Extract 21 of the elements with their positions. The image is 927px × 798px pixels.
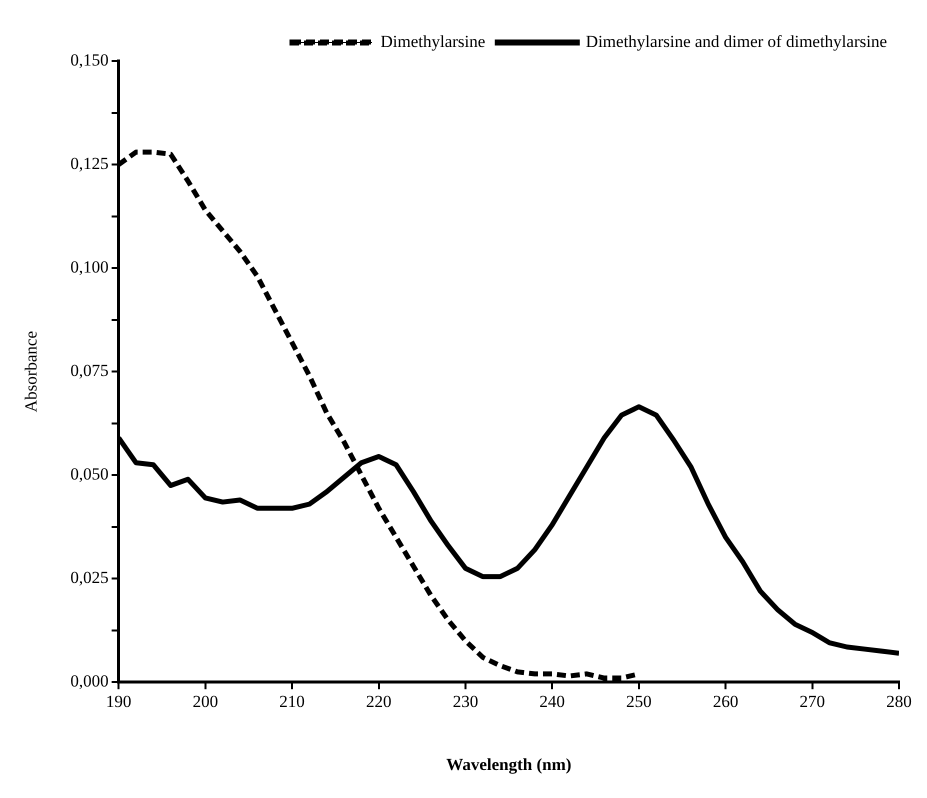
x-tick-label: 220 [366,692,392,711]
y-axis-title: Absorbance [22,331,41,412]
x-tick-label: 240 [539,692,565,711]
y-tick-label: 0,050 [70,464,109,484]
y-tick-label: 0,125 [70,154,109,173]
x-axis-title: Wavelength (nm) [446,755,572,774]
y-tick-label: 0,075 [70,361,109,380]
x-tick-label: 270 [800,692,826,711]
x-tick-label: 280 [886,692,912,711]
legend-label: Dimethylarsine and dimer of dimethylarsine [586,32,888,51]
x-tick-label: 200 [192,692,218,711]
x-tick-label: 190 [106,692,132,711]
x-tick-label: 260 [712,692,738,711]
x-tick-label: 250 [626,692,652,711]
y-tick-label: 0,025 [70,568,109,588]
y-tick-label: 0,000 [70,672,109,691]
y-tick-label: 0,100 [70,258,109,277]
x-tick-label: 230 [452,692,478,711]
x-tick-label: 210 [279,692,305,711]
y-tick-label: 0,150 [70,50,109,70]
legend-label: Dimethylarsine [380,32,486,51]
